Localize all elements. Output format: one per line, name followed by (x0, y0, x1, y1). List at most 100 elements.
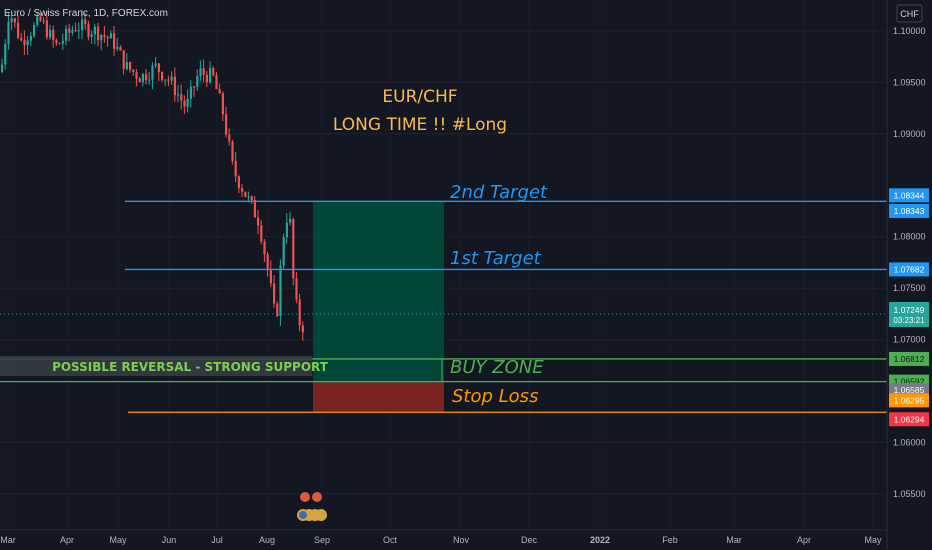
candle-body (119, 46, 122, 51)
candle-body (145, 73, 148, 81)
event-icons[interactable] (297, 492, 327, 521)
x-tick-label: Feb (662, 535, 678, 545)
loss-zone (313, 381, 444, 413)
price-tags: 1.08344 1.07682 1.06812 1.06592 1.06294 1.083… (889, 188, 929, 427)
candle-body (209, 68, 212, 83)
y-tick-label: 1.07000 (893, 335, 926, 345)
candle-body (167, 79, 170, 81)
candle-body (199, 68, 202, 77)
candle-body (212, 68, 215, 75)
title-line1: EUR/CHF (382, 87, 457, 107)
current-price-text: 1.07249 (894, 305, 925, 315)
candles (1, 10, 304, 341)
candle-body (55, 39, 58, 44)
price-tag-buy_top-text: 1.06812 (894, 354, 925, 364)
candle-body (87, 24, 90, 37)
candle-body (122, 50, 125, 70)
x-tick-label: Aug (259, 535, 275, 545)
candle-body (164, 79, 167, 81)
candle-body (173, 76, 176, 96)
candle-body (100, 34, 103, 41)
candle-body (186, 98, 189, 107)
coin-icon[interactable] (315, 509, 327, 521)
stop-loss-label: Stop Loss (452, 386, 538, 407)
price-tag-target1-text: 1.07682 (894, 264, 925, 274)
x-tick-label: Mar (0, 535, 16, 545)
candle-body (279, 265, 282, 316)
candle-body (257, 217, 260, 226)
candle-body (231, 141, 234, 161)
candle-body (77, 30, 80, 32)
current-price-tag (889, 301, 929, 327)
price-tag-text: 1.08343 (894, 206, 925, 216)
candle-body (33, 24, 36, 37)
candle-body (129, 61, 132, 70)
candle-body (266, 254, 269, 271)
candle-body (189, 86, 192, 99)
x-tick-label: Oct (383, 535, 398, 545)
candle-body (23, 39, 26, 46)
y-tick-label: 1.05500 (893, 489, 926, 499)
flag-icon[interactable] (312, 492, 322, 502)
candle-body (106, 36, 109, 39)
price-tag (889, 393, 929, 408)
y-tick-label: 1.09000 (893, 129, 926, 139)
candle-body (13, 18, 16, 23)
price-tag (889, 203, 929, 218)
candle-body (225, 114, 228, 135)
price-tag-stop (889, 412, 929, 427)
y-tick-label: 1.07500 (893, 283, 926, 293)
candle-body (228, 134, 231, 142)
candle-body (1, 64, 4, 73)
candle-body (74, 30, 77, 32)
flag-icon[interactable] (300, 492, 310, 502)
candle-body (260, 225, 263, 242)
candle-body (151, 65, 154, 80)
buy-zone-label: BUY ZONE (450, 357, 544, 378)
symbol-description: Euro / Swiss Franc, 1D, FOREX.com (4, 8, 168, 19)
candle-body (177, 94, 180, 96)
candle-body (29, 36, 32, 41)
candle-body (4, 43, 7, 65)
x-tick-label: 2022 (590, 535, 610, 545)
candle-body (241, 188, 244, 192)
candle-body (103, 34, 106, 37)
candle-body (234, 160, 237, 177)
x-tick-label: Jun (162, 535, 177, 545)
candle-body (45, 20, 48, 38)
candle-body (218, 88, 221, 94)
x-tick-label: Apr (797, 535, 811, 545)
x-tick-label: Nov (453, 535, 470, 545)
candle-body (71, 30, 74, 33)
y-tick-label: 1.08000 (893, 232, 926, 242)
price-tag-buy_top (889, 351, 929, 366)
candle-body (132, 69, 135, 73)
support-band (0, 356, 312, 376)
target1-label: 1st Target (450, 248, 542, 269)
candle-body (244, 191, 247, 197)
x-tick-label: Sep (314, 535, 330, 545)
candle-body (298, 299, 301, 326)
candle-body (285, 222, 288, 238)
candle-body (52, 29, 55, 40)
price-axis-labels: 1.10000 1.09500 1.09000 1.08000 1.07500 1.070… (893, 26, 926, 499)
countdown-text: 03:23:21 (893, 316, 925, 325)
candle-body (193, 86, 196, 88)
candle-body (237, 176, 240, 189)
candle-body (273, 283, 276, 304)
candle-body (221, 93, 224, 115)
candle-body (215, 74, 218, 89)
candle-body (148, 79, 151, 81)
position-zones (313, 201, 444, 413)
candle-body (157, 63, 160, 73)
x-tick-label: Apr (60, 535, 74, 545)
support-label: POSSIBLE REVERSAL - STRONG SUPPORT (52, 360, 329, 374)
globe-icon[interactable] (299, 511, 307, 519)
candle-body (282, 237, 285, 266)
currency-button[interactable] (896, 4, 923, 23)
price-tag-stop-text: 1.06294 (894, 414, 925, 424)
candle-body (154, 63, 157, 66)
candle-body (10, 18, 13, 22)
